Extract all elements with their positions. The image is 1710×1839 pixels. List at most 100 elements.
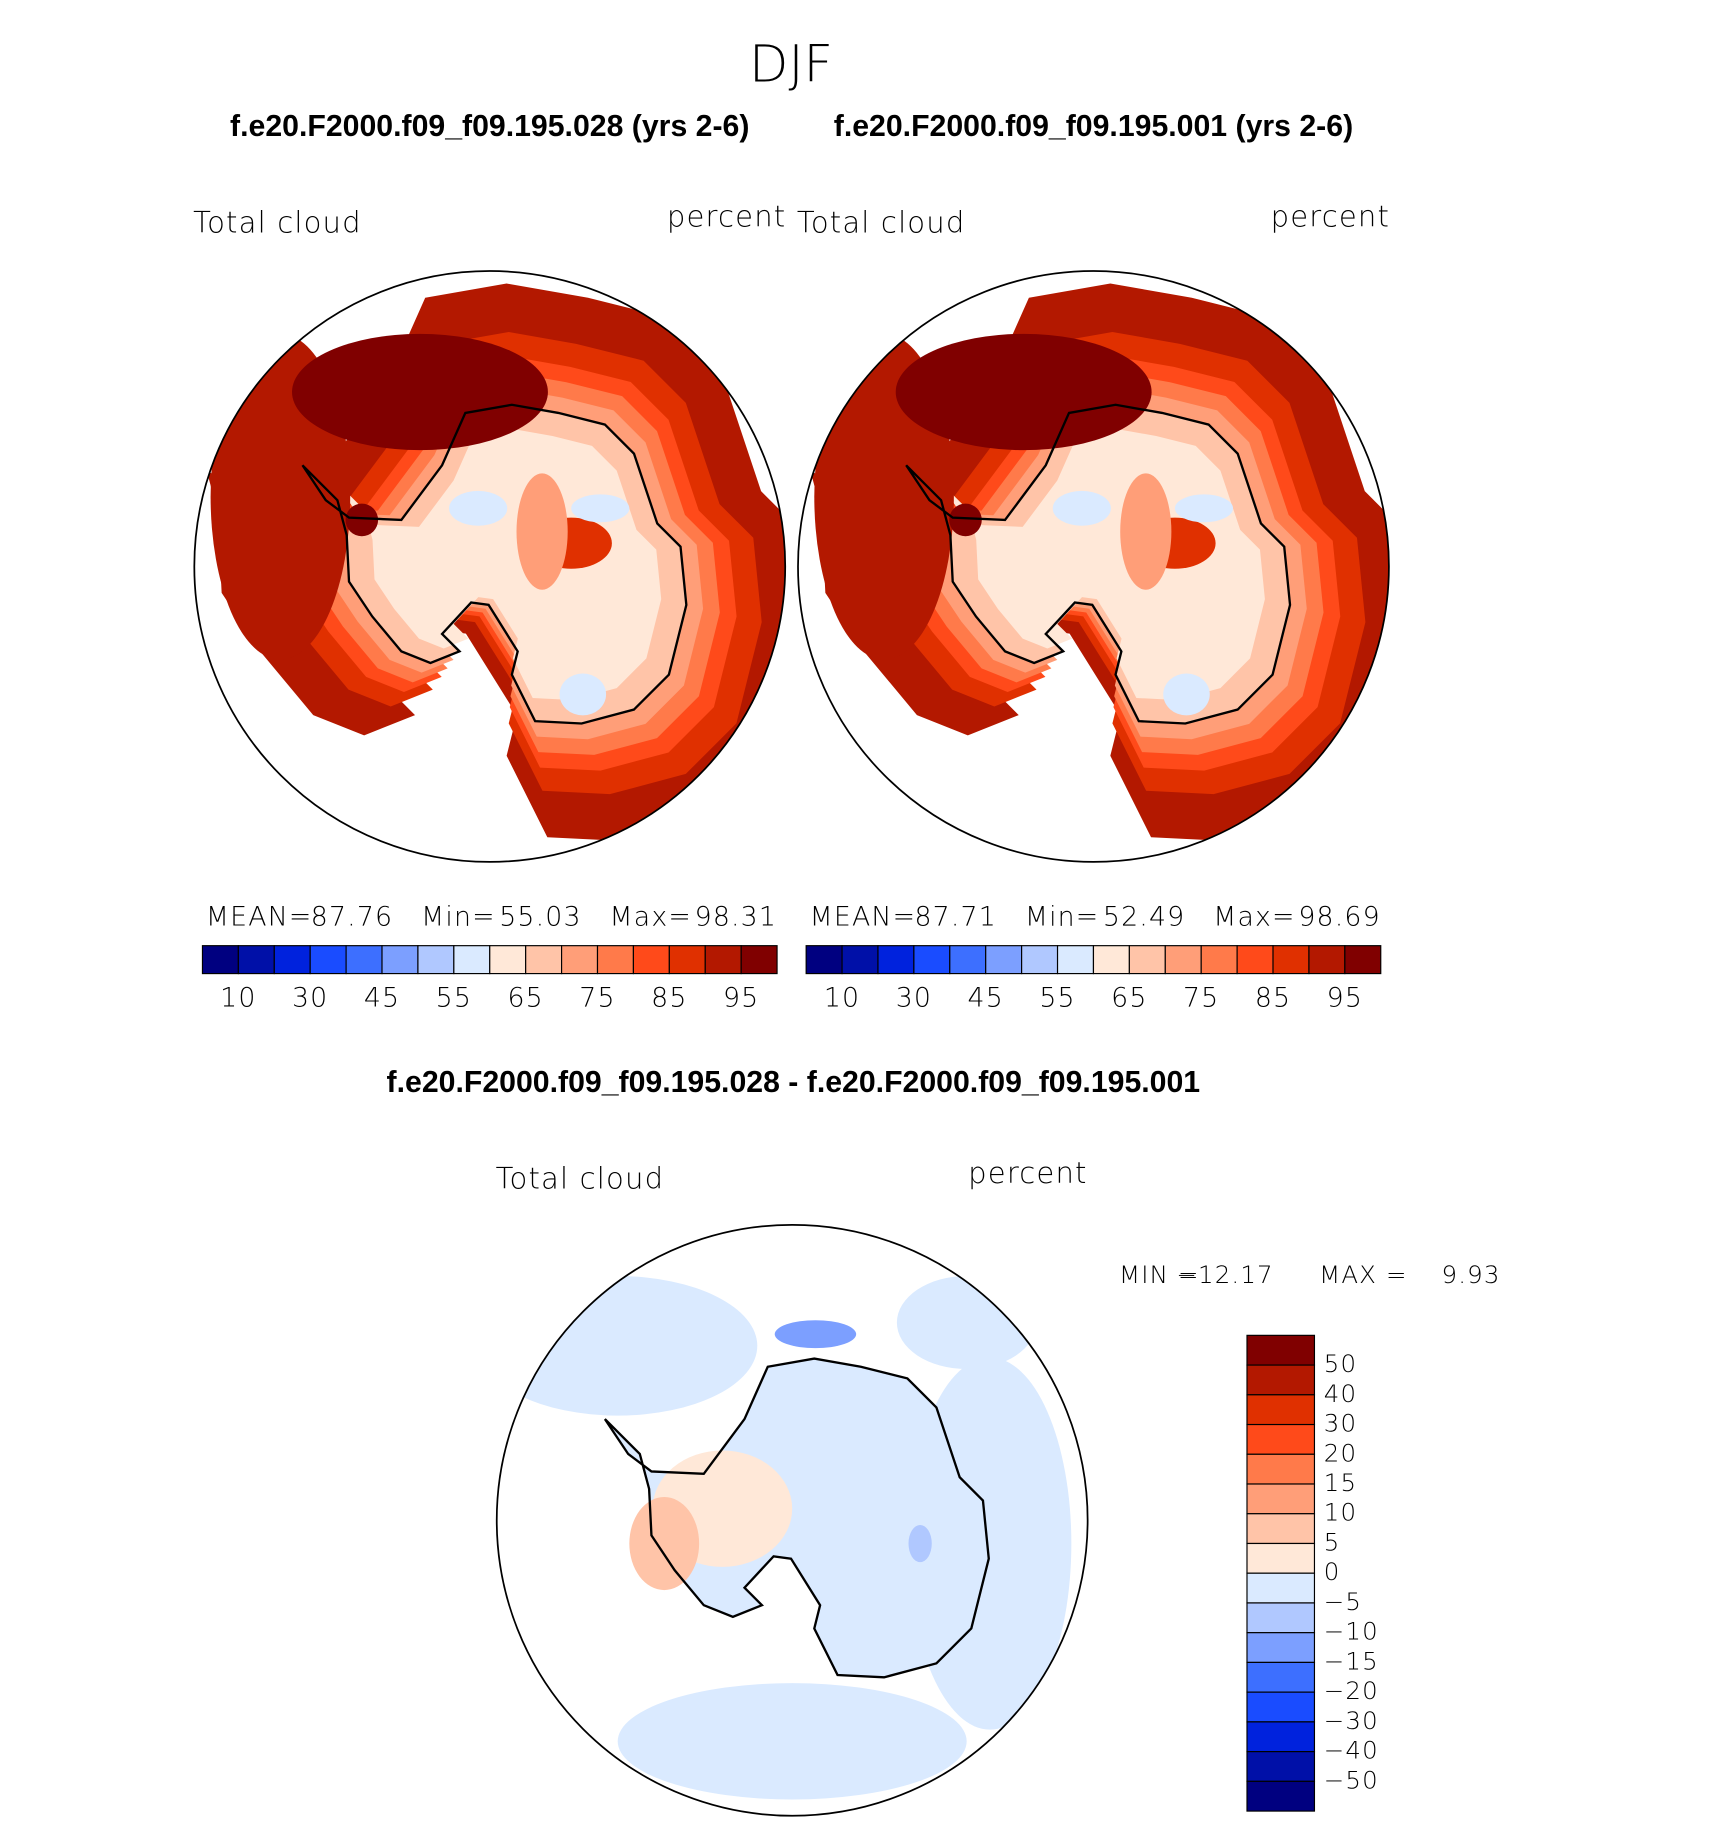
contour-fill — [334, 429, 662, 700]
contour-fill — [1163, 673, 1210, 716]
colorbar-label: −40 — [1324, 1736, 1379, 1765]
colorbar-box — [805, 945, 843, 975]
contour-fill — [908, 1357, 1072, 1730]
map-border — [797, 270, 1390, 863]
colorbar-box — [417, 945, 455, 975]
colorbar-box — [1092, 945, 1130, 975]
stat-value: 55.03 — [499, 901, 581, 932]
colorbar-box — [453, 945, 491, 975]
colorbar-box — [1246, 1394, 1316, 1426]
colorbar-box — [1246, 1364, 1316, 1396]
diff-title: f.e20.F2000.f09_f09.195.028 - f.e20.F200… — [387, 1066, 1201, 1099]
contour-fill — [774, 1320, 857, 1349]
contour-fill — [895, 333, 1152, 451]
colorbar-label: 50 — [1324, 1349, 1357, 1378]
colorbar-box — [201, 945, 239, 975]
colorbar-label: 0 — [1324, 1557, 1341, 1586]
colorbar-label: −5 — [1324, 1587, 1362, 1616]
coastline — [603, 1357, 990, 1679]
colorbar-box — [1246, 1661, 1316, 1693]
colorbar-box — [237, 945, 275, 975]
colorbar-label: 20 — [1324, 1438, 1357, 1467]
contour-fill — [1120, 473, 1172, 590]
colorbar-label: 85 — [1255, 983, 1291, 1014]
colorbar-box — [1128, 945, 1166, 975]
coastline — [905, 403, 1292, 725]
contour-fill — [604, 1358, 989, 1678]
stat-label: Max= — [1213, 901, 1295, 932]
colorbar-label: −20 — [1324, 1676, 1379, 1705]
colorbar-label: 55 — [436, 983, 472, 1014]
variable-label: Total cloud — [797, 205, 966, 239]
colorbar-box — [345, 945, 383, 975]
colorbar-box — [1246, 1513, 1316, 1545]
colorbar-label: 5 — [1324, 1527, 1341, 1556]
colorbar-box — [1246, 1602, 1316, 1634]
contour-fill — [292, 333, 548, 451]
colorbar-label: 15 — [1324, 1468, 1357, 1497]
contour-fill — [629, 1497, 700, 1591]
stat-value: 87.71 — [915, 901, 997, 932]
colorbar-box — [1246, 1691, 1316, 1723]
colorbar-box — [949, 945, 987, 975]
stat-value: 98.69 — [1298, 901, 1380, 932]
colorbar-box — [1246, 1632, 1316, 1663]
variable-label: Total cloud — [496, 1162, 665, 1196]
colorbar-label: −10 — [1324, 1617, 1379, 1646]
colorbar-box — [1246, 1780, 1316, 1812]
colorbar-box — [1246, 1542, 1316, 1574]
colorbar-box — [1164, 945, 1202, 975]
contour-fill — [449, 490, 508, 526]
panel-title: f.e20.F2000.f09_f09.195.028 (yrs 2-6) — [230, 110, 749, 143]
colorbar-box — [596, 945, 634, 975]
map-border — [193, 270, 787, 863]
colorbar-box — [1246, 1453, 1316, 1485]
colorbar-box — [273, 945, 311, 975]
units-label: percent — [1271, 200, 1390, 234]
contour-fill — [938, 429, 1265, 700]
colorbar-label: −15 — [1324, 1646, 1379, 1675]
colorbar-box — [1056, 945, 1095, 975]
colorbar-box — [309, 945, 347, 975]
coastline — [301, 403, 688, 725]
stat-label: Max= — [610, 901, 692, 932]
contour-fill — [559, 673, 607, 716]
map — [798, 283, 1389, 842]
contour-fill — [949, 503, 982, 537]
colorbar-label: 65 — [1111, 983, 1147, 1014]
variable-label: Total cloud — [193, 205, 362, 239]
stat-label: MAX = — [1319, 1260, 1408, 1289]
contour-fill — [345, 503, 379, 537]
colorbar-label: 65 — [507, 983, 543, 1014]
colorbar-box — [1246, 1572, 1316, 1604]
stat-value: 87.76 — [311, 901, 393, 932]
colorbar-label: 85 — [651, 983, 687, 1014]
colorbar-label: 30 — [896, 983, 932, 1014]
colorbar-box — [1246, 1721, 1316, 1753]
colorbar-box — [1246, 1423, 1316, 1455]
contour-fill — [617, 1683, 967, 1800]
panel-title: f.e20.F2000.f09_f09.195.001 (yrs 2-6) — [834, 110, 1353, 143]
colorbar-box — [913, 945, 951, 975]
map — [496, 1276, 1072, 1800]
colorbar-label: 95 — [723, 983, 759, 1014]
colorbar-label: 45 — [968, 983, 1004, 1014]
colorbar-label: −50 — [1324, 1765, 1379, 1794]
stat-label: MEAN= — [206, 901, 313, 932]
colorbar-box — [1246, 1751, 1316, 1782]
figure-title: DJF — [749, 34, 833, 94]
contour-fill — [896, 1276, 1037, 1370]
colorbar-label: 55 — [1039, 983, 1075, 1014]
colorbar-box — [1200, 945, 1238, 975]
colorbar-box — [668, 945, 706, 975]
colorbar-box — [740, 945, 778, 975]
stat-label: MEAN= — [810, 901, 917, 932]
colorbar-box — [1236, 945, 1274, 975]
colorbar-label: 10 — [824, 983, 860, 1014]
stat-label: Min= — [421, 901, 496, 932]
colorbar-box — [704, 945, 742, 975]
colorbar-box — [489, 945, 527, 975]
colorbar-box — [841, 945, 879, 975]
stat-label: Min= — [1025, 901, 1100, 932]
contour-fill — [1174, 494, 1234, 523]
